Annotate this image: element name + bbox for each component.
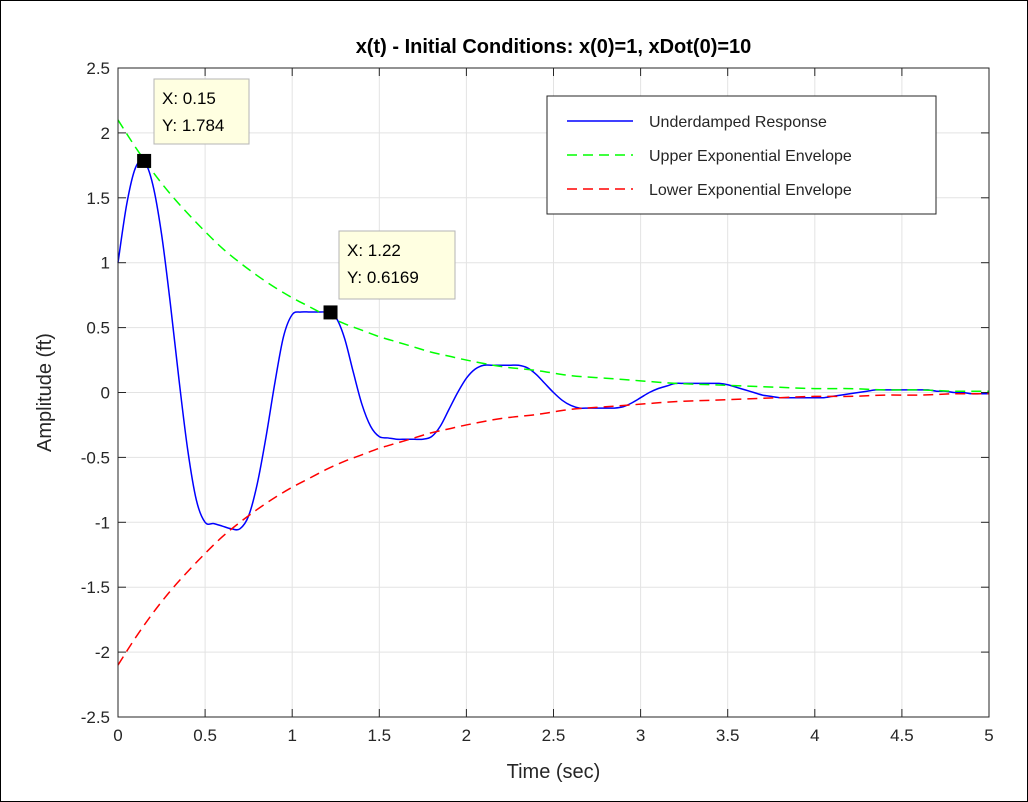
- upper-envelope-line: [117, 119, 990, 393]
- y-tick-label: 2: [101, 124, 110, 143]
- x-tick-label: 4.5: [890, 726, 914, 745]
- x-tick-label: 0.5: [193, 726, 217, 745]
- x-tick-label: 1: [287, 726, 296, 745]
- x-tick-label: 3: [636, 726, 645, 745]
- ticks: 0 0.5 1 1.5 2 2.5 3 3.5 4 4.5 5 -2.5 -2 -1.5 -1 -0.5 0 0.…: [81, 59, 994, 745]
- datatip-y-label: Y: 1.784: [162, 116, 224, 135]
- x-tick-label: 1.5: [367, 726, 391, 745]
- y-tick-label: 0: [101, 384, 110, 403]
- plot-lines: [117, 119, 990, 666]
- datatip-box: [338, 230, 456, 300]
- datatip[interactable]: X: 1.22 Y: 0.6169: [323, 230, 456, 320]
- x-tick-label: 3.5: [716, 726, 740, 745]
- lower-envelope-line: [117, 392, 990, 666]
- datatips: X: 0.15 Y: 1.784 X: 1.22 Y: 0.6169: [137, 78, 456, 320]
- y-tick-label: -1: [95, 513, 110, 532]
- y-tick-label: -1.5: [81, 578, 110, 597]
- y-tick-label: 0.5: [86, 319, 110, 338]
- x-tick-label: 2: [462, 726, 471, 745]
- y-tick-label: 2.5: [86, 59, 110, 78]
- datatip-marker[interactable]: [137, 153, 152, 168]
- legend-entry: Lower Exponential Envelope: [649, 182, 852, 199]
- x-tick-label: 0: [113, 726, 122, 745]
- legend-entry: Underdamped Response: [649, 114, 827, 131]
- x-axis-label: Time (sec): [507, 761, 601, 783]
- datatip-x-label: X: 0.15: [162, 89, 216, 108]
- datatip-y-label: Y: 0.6169: [347, 268, 419, 287]
- y-tick-label: -2.5: [81, 708, 110, 727]
- underdamped-response-line: [117, 159, 989, 531]
- legend-entry: Upper Exponential Envelope: [649, 148, 852, 165]
- datatip-x-label: X: 1.22: [347, 241, 401, 260]
- x-tick-label: 5: [984, 726, 993, 745]
- x-tick-label: 4: [810, 726, 819, 745]
- datatip-marker[interactable]: [323, 305, 338, 320]
- legend-box: [546, 95, 937, 215]
- datatip-box: [153, 78, 250, 145]
- y-tick-label: -0.5: [81, 448, 110, 467]
- legend[interactable]: Underdamped Response Upper Exponential En…: [546, 95, 937, 215]
- datatip[interactable]: X: 0.15 Y: 1.784: [137, 78, 250, 168]
- y-tick-label: -2: [95, 643, 110, 662]
- y-tick-label: 1: [101, 254, 110, 273]
- y-axis-label: Amplitude (ft): [34, 333, 56, 452]
- y-tick-label: 1.5: [86, 189, 110, 208]
- x-tick-label: 2.5: [542, 726, 566, 745]
- chart-title: x(t) - Initial Conditions: x(0)=1, xDot(…: [356, 36, 752, 58]
